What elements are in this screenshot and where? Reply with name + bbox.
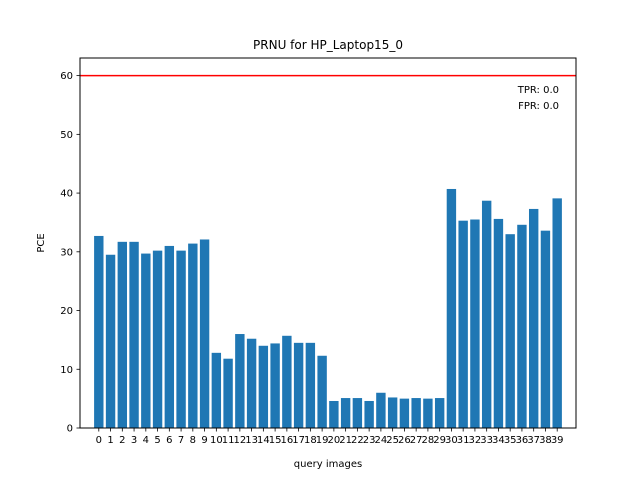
bar-14	[258, 345, 269, 428]
x-tick-label: 13	[245, 435, 258, 446]
bar-23	[364, 400, 374, 428]
bar-29	[434, 398, 445, 428]
bar-5	[152, 250, 163, 428]
y-axis: 0 10 20 30 40 50 60	[60, 71, 80, 435]
bar-31	[458, 220, 468, 428]
bar-9	[199, 239, 210, 428]
x-tick-label: 15	[269, 435, 282, 446]
x-tick-label: 33	[480, 435, 493, 446]
y-tick-label: 20	[60, 306, 73, 317]
bar-30	[446, 188, 457, 428]
x-tick-label: 21	[339, 435, 352, 446]
bar-19	[317, 355, 327, 428]
x-tick-label: 36	[516, 435, 529, 446]
x-tick-label: 30	[445, 435, 458, 446]
bar-4	[141, 253, 151, 428]
x-tick-label: 39	[551, 435, 564, 446]
x-tick-label: 23	[363, 435, 376, 446]
bar-1	[105, 254, 116, 428]
bar-34	[493, 218, 504, 428]
bar-25	[387, 397, 398, 428]
bar-32	[470, 219, 480, 428]
bar-series	[94, 188, 562, 428]
bar-17	[293, 342, 304, 428]
x-tick-label: 29	[433, 435, 446, 446]
x-tick-label: 1	[107, 435, 113, 446]
bar-10	[211, 352, 222, 428]
x-tick-label: 27	[410, 435, 423, 446]
bar-39	[552, 198, 562, 428]
x-tick-label: 38	[539, 435, 552, 446]
bar-6	[164, 245, 175, 428]
fpr-annotation: FPR: 0.0	[518, 101, 559, 112]
bar-13	[246, 338, 257, 428]
bar-22	[352, 398, 363, 428]
y-tick-label: 10	[60, 365, 73, 376]
bar-21	[340, 398, 351, 428]
x-tick-label: 31	[457, 435, 470, 446]
x-tick-label: 16	[280, 435, 293, 446]
y-tick-label: 30	[60, 247, 73, 258]
bar-35	[505, 234, 515, 428]
bar-26	[399, 398, 410, 428]
bar-36	[517, 224, 527, 428]
x-tick-label: 0	[96, 435, 102, 446]
bar-8	[188, 243, 198, 428]
x-tick-label: 14	[257, 435, 270, 446]
x-tick-label: 12	[233, 435, 246, 446]
bar-33	[481, 200, 492, 428]
x-tick-label: 4	[143, 435, 149, 446]
plot-frame	[79, 57, 577, 429]
y-tick-label: 50	[60, 130, 73, 141]
x-tick-label: 9	[201, 435, 207, 446]
x-tick-label: 25	[386, 435, 399, 446]
bar-11	[223, 358, 233, 428]
chart-title: PRNU for HP_Laptop15_0	[253, 38, 403, 52]
x-axis: 0 1 2 3 4 5 6 7 8 9 10 11 12 13 14 15 16 17 18 19 20 21 22 23 24…	[96, 428, 564, 446]
x-tick-label: 22	[351, 435, 364, 446]
bar-15	[270, 343, 280, 428]
x-tick-label: 34	[492, 435, 505, 446]
y-axis-label: PCE	[36, 233, 47, 252]
bar-3	[129, 241, 139, 428]
x-tick-label: 2	[119, 435, 125, 446]
bar-20	[329, 400, 339, 428]
bar-12	[235, 334, 245, 428]
bar-2	[117, 241, 128, 428]
x-tick-label: 6	[166, 435, 172, 446]
y-tick-label: 40	[60, 189, 73, 200]
x-tick-label: 19	[316, 435, 329, 446]
x-tick-label: 5	[154, 435, 160, 446]
x-tick-label: 10	[210, 435, 223, 446]
x-tick-label: 11	[222, 435, 235, 446]
x-tick-label: 32	[469, 435, 482, 446]
y-tick-label: 0	[67, 424, 73, 435]
bar-24	[376, 392, 386, 428]
x-tick-label: 24	[375, 435, 388, 446]
x-tick-label: 35	[504, 435, 517, 446]
x-tick-label: 28	[422, 435, 435, 446]
bar-27	[411, 398, 421, 428]
x-tick-label: 17	[292, 435, 305, 446]
x-tick-label: 3	[131, 435, 137, 446]
bar-28	[423, 398, 433, 428]
bar-37	[528, 208, 539, 428]
x-tick-label: 7	[178, 435, 184, 446]
bar-7	[176, 250, 186, 428]
bar-16	[282, 335, 292, 428]
x-tick-label: 26	[398, 435, 411, 446]
x-tick-label: 8	[190, 435, 196, 446]
tpr-annotation: TPR: 0.0	[517, 85, 559, 96]
bar-38	[540, 230, 551, 428]
y-tick-label: 60	[60, 71, 73, 82]
x-tick-label: 18	[304, 435, 317, 446]
bar-18	[305, 342, 316, 428]
x-tick-label: 20	[328, 435, 341, 446]
bar-0	[94, 235, 104, 428]
x-axis-label: query images	[294, 459, 362, 470]
x-tick-label: 37	[527, 435, 540, 446]
